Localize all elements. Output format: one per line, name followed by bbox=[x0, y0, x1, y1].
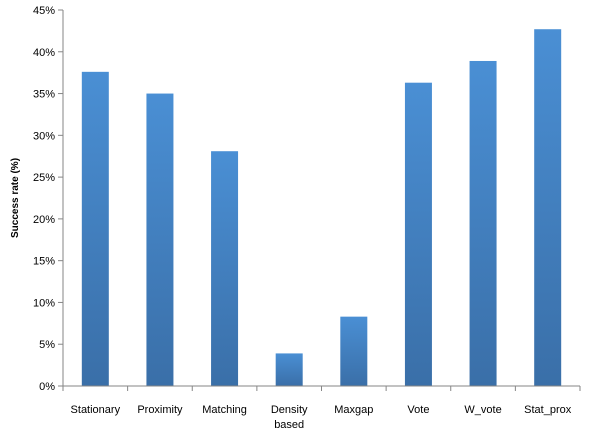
bar bbox=[404, 82, 432, 387]
bar bbox=[534, 29, 562, 387]
bar bbox=[146, 93, 174, 387]
x-tick-label: Matching bbox=[202, 404, 247, 416]
x-tick-label: Stationary bbox=[71, 404, 121, 416]
y-tick-label: 15% bbox=[33, 256, 55, 268]
y-axis-title: Success rate (%) bbox=[10, 158, 21, 238]
y-tick-label: 30% bbox=[33, 130, 55, 142]
y-tick-label: 20% bbox=[33, 214, 55, 226]
y-tick-labels: 0% 5% 10% 15% 20% 25% 30% 35% 40% 45% bbox=[33, 5, 55, 393]
bar bbox=[211, 151, 239, 386]
x-tick-labels: Stationary Proximity Matching Density based M… bbox=[71, 404, 572, 428]
x-tick-label: Vote bbox=[407, 404, 429, 416]
y-tick-label: 5% bbox=[39, 339, 55, 351]
x-tick-label: Maxgap bbox=[334, 404, 373, 416]
y-tick-marks bbox=[58, 9, 63, 387]
bar bbox=[340, 316, 368, 386]
y-tick-label: 0% bbox=[39, 381, 55, 393]
x-tick-marks bbox=[62, 386, 581, 391]
bar bbox=[469, 60, 497, 387]
y-tick-label: 40% bbox=[33, 47, 55, 59]
y-tick-label: 10% bbox=[33, 297, 55, 309]
bars bbox=[81, 29, 562, 387]
y-tick-label: 25% bbox=[33, 172, 55, 184]
bar bbox=[275, 353, 303, 386]
y-tick-label: 45% bbox=[33, 5, 55, 17]
x-tick-label: W_vote bbox=[464, 404, 501, 416]
x-tick-label: Density based bbox=[271, 404, 308, 428]
bar bbox=[81, 71, 109, 386]
x-tick-label: Stat_prox bbox=[524, 404, 572, 416]
y-tick-label: 35% bbox=[33, 89, 55, 101]
x-tick-label: Proximity bbox=[137, 404, 183, 416]
